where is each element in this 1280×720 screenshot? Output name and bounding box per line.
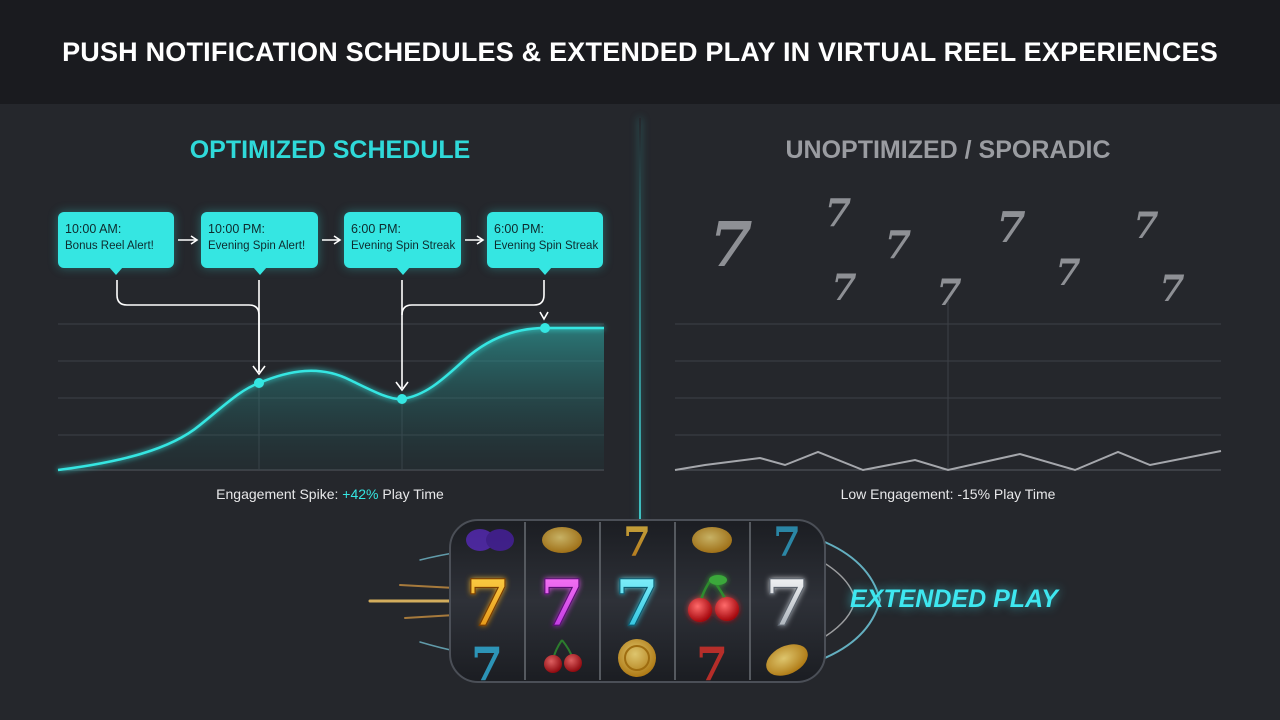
notification-message: Evening Spin Streak: [351, 240, 456, 252]
connector-lines: [116, 280, 549, 392]
engagement-spike-caption: Engagement Spike: +42% Play Time: [60, 486, 600, 502]
seven-symbol-8: 7: [1133, 205, 1158, 247]
page-title: PUSH NOTIFICATION SCHEDULES & EXTENDED P…: [62, 36, 1218, 67]
optimized-heading: OPTIMIZED SCHEDULE: [189, 136, 471, 164]
spike-point: [397, 394, 407, 404]
seven-symbol-1: 7: [709, 208, 752, 281]
seven-symbol-2: 7: [825, 190, 851, 235]
sporadic-sevens: 7 7 7 7 7 7 7 7 7: [709, 190, 1184, 314]
notification-card-4: 6:00 PM: Evening Spin Streak: [487, 212, 603, 275]
engagement-area: [58, 328, 604, 470]
center-divider: [639, 118, 641, 538]
notification-time: 6:00 PM:: [494, 222, 545, 236]
coin-icon: [542, 527, 582, 553]
caption-prefix: Engagement Spike:: [216, 486, 343, 502]
seven-symbol-3: 7: [885, 222, 911, 267]
seven-symbol: 7: [471, 637, 503, 691]
slot-reel: 7 7 7 7 7 7 7 7: [449, 519, 826, 691]
notification-time: 10:00 PM:: [208, 222, 265, 236]
low-engagement-caption: Low Engagement: -15% Play Time: [840, 486, 1056, 502]
plum-icon: [466, 529, 514, 551]
seven-symbol: 7: [466, 566, 511, 641]
notification-card-2: 10:00 PM: Evening Spin Alert!: [201, 212, 318, 275]
callout-tail: [109, 267, 123, 275]
seven-symbol: 7: [615, 566, 660, 641]
unoptimized-heading: UNOPTIMIZED / SPORADIC: [785, 136, 1111, 164]
low-engagement-line: [674, 450, 1222, 472]
seven-symbol-6: 7: [996, 203, 1025, 252]
right-chart-grid: [675, 300, 1221, 471]
coin-icon: [618, 639, 656, 677]
caption-suffix: Play Time: [378, 486, 444, 502]
seven-symbol-5: 7: [936, 272, 961, 314]
seven-symbol-4: 7: [831, 267, 856, 309]
spike-point: [254, 378, 264, 388]
engagement-line: [57, 326, 604, 472]
callout-tail: [538, 267, 552, 275]
cherry-icon: [544, 639, 582, 673]
flow-arrows: [178, 235, 485, 245]
coin-icon: [692, 527, 732, 553]
notification-time: 6:00 PM:: [351, 222, 402, 236]
extended-play-label: EXTENDED PLAY: [850, 585, 1058, 613]
title-bar: PUSH NOTIFICATION SCHEDULES & EXTENDED P…: [0, 0, 1280, 104]
cherry-icon: [688, 575, 739, 622]
notification-message: Evening Spin Alert!: [208, 240, 306, 252]
caption-value: +42%: [342, 486, 379, 502]
seven-symbol-9: 7: [1159, 268, 1184, 310]
notification-card-3: 6:00 PM: Evening Spin Streak: [344, 212, 461, 275]
seven-symbol: 7: [696, 637, 728, 691]
notification-card-1: 10:00 AM: Bonus Reel Alert!: [58, 212, 174, 275]
seven-symbol: 7: [623, 519, 651, 566]
callout-tail: [395, 267, 410, 275]
seven-symbol-7: 7: [1055, 252, 1080, 294]
notification-message: Bonus Reel Alert!: [65, 240, 154, 252]
callout-tail: [252, 267, 267, 275]
coin-icon: [766, 644, 808, 676]
seven-symbol: 7: [773, 519, 801, 566]
notification-message: Evening Spin Streak: [494, 240, 599, 252]
seven-symbol: 7: [540, 566, 585, 641]
seven-symbol: 7: [765, 566, 810, 641]
notification-time: 10:00 AM:: [65, 222, 122, 236]
spike-point: [540, 323, 550, 333]
